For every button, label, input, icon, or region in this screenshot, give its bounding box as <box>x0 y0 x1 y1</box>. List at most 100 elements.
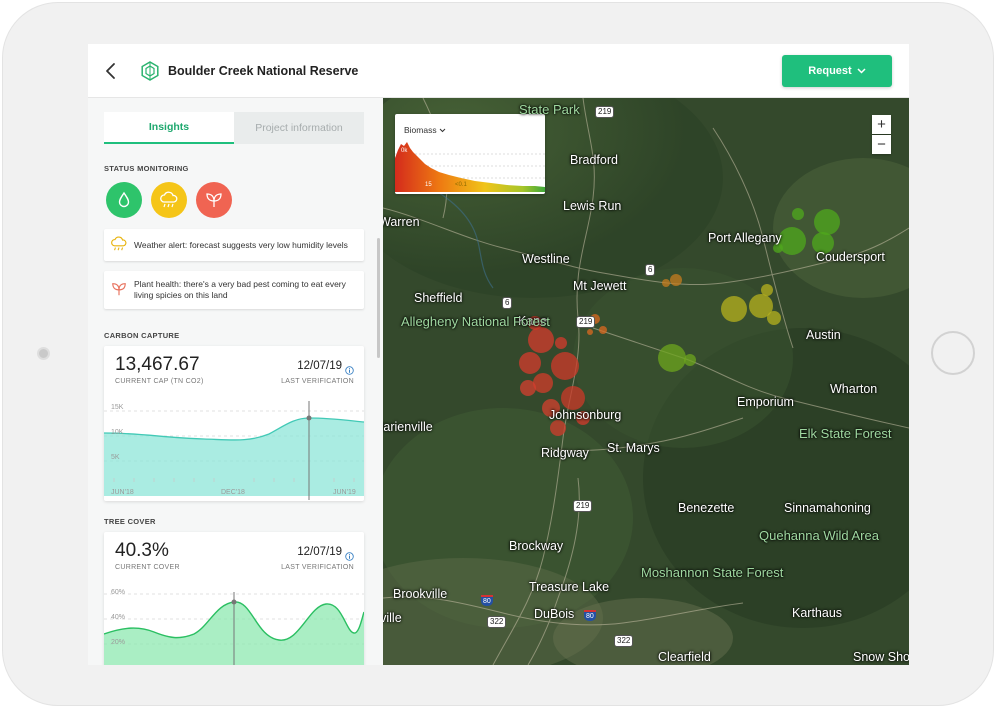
plant-health-alert-card[interactable]: Plant health: there's a very bad pest co… <box>104 271 364 309</box>
biomass-legend-title[interactable]: Biomass <box>404 125 446 135</box>
plant-sprout-icon <box>110 281 128 300</box>
route-shield: 219 <box>573 500 593 512</box>
map-label-city: Marienville <box>383 420 433 434</box>
map-label-city: DuBois <box>534 607 575 621</box>
chevron-down-icon <box>439 128 446 133</box>
weather-alert-card[interactable]: Weather alert: forecast suggests very lo… <box>104 229 364 261</box>
map-label-park: Allegheny National Forest <box>401 314 550 329</box>
header-bar: Boulder Creek National Reserve Request <box>88 44 909 98</box>
insights-sidebar: Insights Project information STATUS MONI… <box>88 98 383 665</box>
tab-project-information[interactable]: Project information <box>234 112 364 144</box>
route-shield: 219 <box>576 316 596 328</box>
carbon-y-tick: 5K <box>111 454 120 461</box>
tablet-camera <box>37 347 50 360</box>
request-button-label: Request <box>808 65 852 77</box>
weather-alert-text: Weather alert: forecast suggests very lo… <box>134 239 348 250</box>
page-title: Boulder Creek National Reserve <box>168 64 359 78</box>
histogram-tick: 0k <box>401 148 408 154</box>
histogram-tick: <0.1 <box>455 182 468 188</box>
plant-health-alert-text: Plant health: there's a very bad pest co… <box>134 279 346 300</box>
carbon-y-tick: 15K <box>111 404 124 411</box>
tree-y-tick: 40% <box>111 614 125 621</box>
map-label-city: Treasure Lake <box>529 580 610 594</box>
tablet-home-button[interactable] <box>931 331 975 375</box>
biomass-legend[interactable]: Biomass 0k 15 <box>395 114 545 194</box>
tree-y-tick: 60% <box>111 589 125 596</box>
chevron-down-icon <box>857 65 866 77</box>
map-label-city: Snow Shoe <box>853 650 909 664</box>
carbon-x-tick: DEC'18 <box>221 489 245 496</box>
map-label-city: Karthaus <box>792 606 843 620</box>
histogram-tick: 15 <box>425 182 432 188</box>
map-label-city: Clearfield <box>658 650 711 664</box>
carbon-capture-chart[interactable]: 15K 10K 5K JUN'18 DEC'18 JUN'19 <box>104 396 364 501</box>
info-icon[interactable] <box>345 548 354 561</box>
map-label-city: Bradford <box>570 153 618 167</box>
map-label-park: Moshannon State Forest <box>641 565 784 580</box>
map-label-city: Port Allegany <box>708 231 782 245</box>
map-label-city: Lewis Run <box>563 199 622 213</box>
route-shield: 322 <box>487 616 507 628</box>
carbon-capture-value: 13,467.67 <box>115 354 200 375</box>
request-button[interactable]: Request <box>782 55 892 87</box>
biomass-histogram: 0k 15 <0.1 <box>395 142 545 192</box>
biomass-legend-label: Biomass <box>404 125 437 135</box>
map-label-city: Westline <box>522 252 570 266</box>
map-label-city: Warren <box>383 215 420 229</box>
status-monitoring-heading: STATUS MONITORING <box>104 164 189 173</box>
map-label-city: Mt Jewett <box>573 279 627 293</box>
map-label-city: Sheffield <box>414 291 463 305</box>
tab-insights[interactable]: Insights <box>104 112 234 144</box>
tab-bar: Insights Project information <box>104 112 364 144</box>
biomass-markers <box>519 208 840 436</box>
map-label-city: Emporium <box>737 395 794 409</box>
map-label-city: Reynoldsville <box>383 611 402 625</box>
carbon-x-tick: JUN'19 <box>333 489 356 496</box>
route-shield: 6 <box>502 297 513 309</box>
map-label-city: Wharton <box>830 382 878 396</box>
route-shield: 322 <box>614 635 634 647</box>
map-label-city: Kane <box>518 314 548 328</box>
plant-sprout-icon[interactable] <box>196 182 232 218</box>
map-label-city: Johnsonburg <box>549 408 622 422</box>
satellite-map[interactable]: Biomass 0k 15 <box>383 98 909 665</box>
carbon-last-verification-label: LAST VERIFICATION <box>281 378 354 385</box>
route-shield: 6 <box>645 264 656 276</box>
tree-cover-verification-date: 12/07/19 <box>297 546 342 558</box>
map-label-park: Quehanna Wild Area <box>759 528 879 543</box>
rain-cloud-icon[interactable] <box>151 182 187 218</box>
tree-y-tick: 20% <box>111 639 125 646</box>
back-chevron-icon[interactable] <box>102 60 122 82</box>
tree-cover-heading: TREE COVER <box>104 517 156 526</box>
tree-cover-value-label: CURRENT COVER <box>115 564 180 571</box>
zoom-out-button[interactable]: − <box>872 135 891 154</box>
tree-cover-last-verification-label: LAST VERIFICATION <box>281 564 354 571</box>
zoom-in-button[interactable]: + <box>872 115 891 134</box>
tree-cover-chart[interactable]: 60% 40% 20% <box>104 582 364 665</box>
carbon-y-tick: 10K <box>111 429 124 436</box>
map-label-city: Brockway <box>509 539 564 553</box>
tree-cover-value: 40.3% <box>115 540 169 561</box>
sidebar-scrollbar[interactable] <box>377 238 380 358</box>
map-label-city: Sinnamahoning <box>784 501 871 515</box>
map-label-city: Ridgway <box>541 446 589 460</box>
interstate-shield: 80 <box>584 610 596 621</box>
carbon-x-tick: JUN'18 <box>111 489 134 496</box>
map-label-city: St. Marys <box>607 441 660 455</box>
map-label-city: Benezette <box>678 501 735 515</box>
carbon-capture-heading: CARBON CAPTURE <box>104 331 180 340</box>
interstate-shield: 80 <box>481 595 493 606</box>
carbon-capture-card[interactable]: 13,467.67 CURRENT CAP (TN CO2) 12/07/19 … <box>104 346 364 501</box>
water-drop-icon[interactable] <box>106 182 142 218</box>
app-screen: Boulder Creek National Reserve Request I… <box>88 44 909 665</box>
map-label-park: State Park <box>519 102 580 117</box>
tree-cover-card[interactable]: 40.3% CURRENT COVER 12/07/19 LAST VERIFI… <box>104 532 364 665</box>
route-shield: 219 <box>595 106 615 118</box>
rain-cloud-icon <box>110 236 128 255</box>
status-icons-row <box>106 182 232 218</box>
map-label-park: Elk State Forest <box>799 426 892 441</box>
reserve-logo-icon <box>139 60 161 82</box>
info-icon[interactable] <box>345 362 354 375</box>
map-label-city: Brookville <box>393 587 448 601</box>
carbon-capture-value-label: CURRENT CAP (TN CO2) <box>115 378 204 385</box>
